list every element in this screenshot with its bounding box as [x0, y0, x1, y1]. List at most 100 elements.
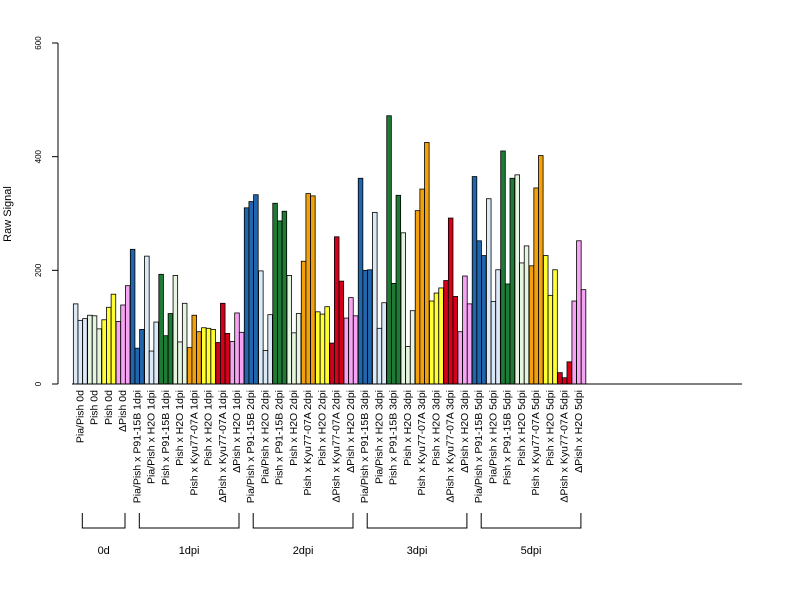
bar	[310, 195, 316, 385]
bar	[243, 207, 250, 385]
bar	[215, 342, 221, 385]
bar	[429, 300, 435, 385]
bar	[120, 304, 126, 385]
y-axis-title: Raw Signal	[2, 186, 14, 242]
bar	[305, 193, 311, 385]
bar	[571, 300, 577, 385]
bar	[191, 314, 197, 385]
bar	[134, 347, 140, 385]
x-category-label: Pish x P91-15B 3dpi	[388, 390, 400, 485]
x-category-label: Pish x H2O 5dpi	[544, 390, 556, 466]
x-category-label: Pish x Kyu77-07A 2dpi	[302, 390, 314, 496]
bar	[500, 150, 506, 385]
x-category-label: ΔPish x Kyu77-07A 1dpi	[217, 390, 229, 503]
bar	[148, 350, 155, 385]
x-category-label: Pish 0d	[103, 390, 115, 425]
bar	[466, 303, 473, 385]
x-category-label: Pia/Pish x P91-15B 1dpi	[131, 390, 143, 503]
bars	[72, 115, 587, 385]
bar	[376, 327, 383, 385]
x-category-label: Pish x H2O 5dpi	[516, 390, 528, 466]
bar	[153, 321, 159, 385]
bar	[462, 275, 468, 385]
bar	[139, 329, 145, 385]
bar	[538, 155, 544, 385]
bar	[324, 306, 330, 385]
bar	[357, 177, 364, 385]
x-category-label: Pish x H2O 3dpi	[402, 390, 414, 466]
bar	[476, 240, 482, 385]
bar	[295, 313, 302, 385]
bar	[286, 275, 293, 385]
bar	[395, 194, 402, 385]
bar	[101, 319, 107, 385]
group-label: 2dpi	[293, 545, 314, 557]
bar	[300, 260, 307, 385]
bar	[386, 115, 392, 385]
x-category-label: Pish x Kyu77-07A 5dpi	[530, 390, 542, 496]
bar	[443, 280, 449, 385]
bar	[315, 311, 321, 385]
group-label: 5dpi	[521, 545, 542, 557]
bar	[533, 187, 539, 385]
bar	[433, 292, 440, 385]
bar	[115, 321, 122, 385]
bar	[158, 273, 164, 385]
x-category-label: Pia/Pish x P91-15B 5dpi	[473, 390, 485, 503]
x-category-label: ΔPish x Kyu77-07A 3dpi	[445, 390, 457, 503]
bar	[163, 335, 169, 385]
bar	[267, 314, 273, 385]
x-category-label: Pia/Pish x P91-15B 2dpi	[245, 390, 257, 503]
bar	[495, 269, 501, 385]
bar	[543, 255, 549, 385]
bar	[519, 262, 525, 385]
y-tick-label: 200	[34, 263, 43, 277]
x-category-label: Pish x P91-15B 5dpi	[502, 390, 514, 485]
bar	[367, 269, 373, 385]
bar	[504, 283, 511, 385]
bar	[329, 342, 335, 385]
x-category-label: Pish x H2O 1dpi	[203, 390, 215, 466]
x-axis-labels: Pia/Pish 0d Pish 0d Pish 0d ΔPish 0d Pia/Pis…	[74, 390, 585, 503]
bar	[205, 327, 212, 385]
bar	[77, 319, 83, 385]
group-brackets: 0d 1dpi 2dpi 3dpi 5dpi	[81, 513, 582, 557]
bar	[229, 340, 236, 385]
x-category-label: Pish x P91-15B 1dpi	[160, 390, 172, 485]
y-tick-label: 0	[34, 381, 43, 386]
x-category-label: Pish x Kyu77-07A 1dpi	[188, 390, 200, 496]
bar	[424, 142, 430, 385]
bar	[566, 361, 572, 385]
bar	[580, 289, 587, 385]
x-category-label: ΔPish x Kyu77-07A 5dpi	[559, 390, 571, 503]
bar	[319, 313, 326, 385]
bar	[82, 318, 88, 385]
bar	[338, 280, 345, 385]
bar	[262, 350, 269, 385]
x-category-label: ΔPish x H2O 3dpi	[459, 390, 471, 473]
bar	[390, 282, 397, 385]
bar	[110, 293, 117, 385]
x-category-label: Pish x H2O 2dpi	[288, 390, 300, 466]
bar	[490, 301, 497, 385]
bar	[471, 176, 478, 385]
group-bracket	[81, 513, 126, 529]
bar	[400, 232, 406, 385]
bar	[201, 327, 207, 385]
bar	[87, 314, 93, 385]
x-category-label: Pish x H2O 1dpi	[174, 390, 186, 466]
bar	[452, 296, 459, 385]
bar	[557, 372, 563, 385]
x-category-label: Pia/Pish x H2O 5dpi	[487, 390, 499, 484]
bar	[291, 332, 297, 385]
bar	[348, 297, 354, 385]
x-category-label: Pia/Pish x H2O 3dpi	[373, 390, 385, 484]
bar	[253, 194, 259, 385]
x-category-label: Pish x P91-15B 2dpi	[274, 390, 286, 485]
bar	[372, 211, 378, 385]
bar	[129, 248, 136, 385]
group-label: 0d	[98, 545, 110, 557]
x-category-label: Pish x Kyu77-07A 3dpi	[416, 390, 428, 496]
